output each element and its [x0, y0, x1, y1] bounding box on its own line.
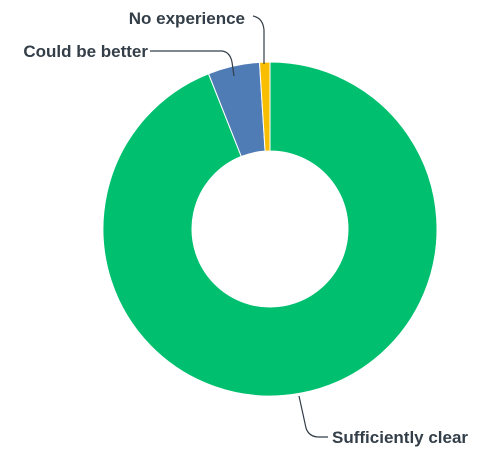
donut-slice-no-experience — [258, 61, 271, 152]
slice-label-no-experience: No experience — [129, 9, 245, 28]
donut-slice-sufficiently-clear — [102, 61, 438, 397]
label-sufficiently-clear-group: Sufficiently clear — [298, 395, 468, 447]
label-no-experience-group: No experience — [129, 9, 265, 64]
leader-line-could-be-better — [150, 50, 235, 77]
leader-line-no-experience — [252, 15, 265, 64]
label-could-be-better-group: Could be better — [23, 42, 235, 77]
leader-line-sufficiently-clear — [298, 395, 328, 438]
slice-label-sufficiently-clear: Sufficiently clear — [332, 428, 468, 447]
donut-slices — [102, 61, 438, 397]
slice-label-could-be-better: Could be better — [23, 42, 148, 61]
